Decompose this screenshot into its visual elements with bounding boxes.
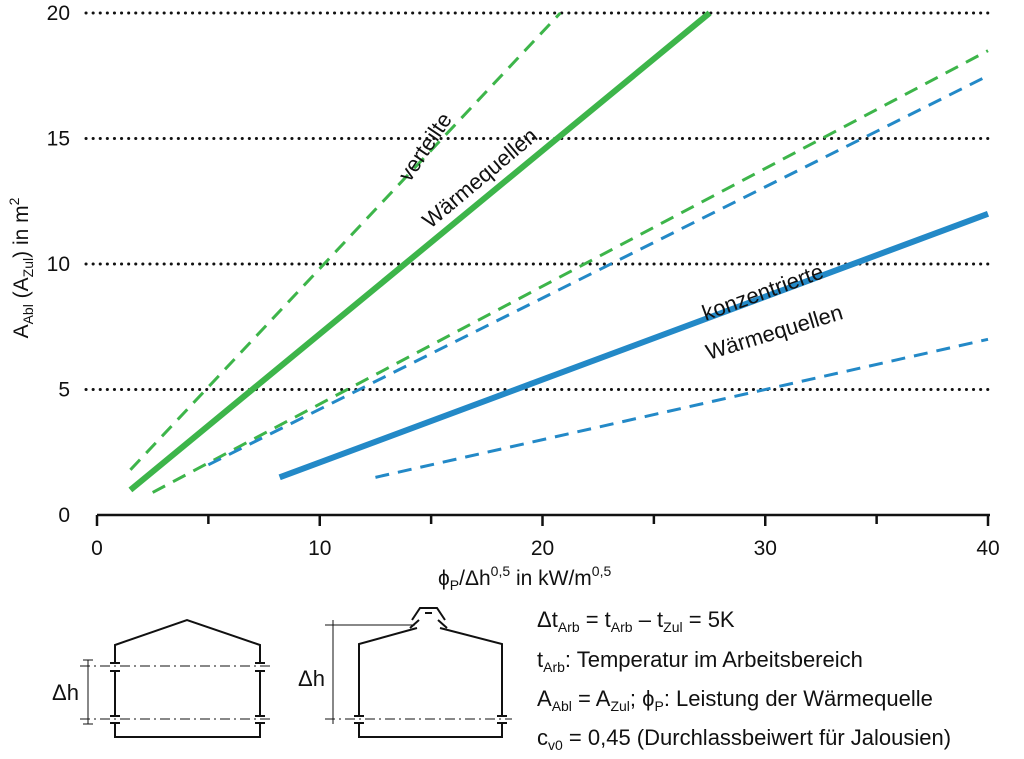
annotations: verteilteWärmequellenkonzentrierteWärmeq… <box>393 108 846 365</box>
sketch-right-dh-label: Δh <box>298 666 325 691</box>
x-tick-label: 10 <box>308 537 331 560</box>
series-line-verteilte-dashed-2 <box>151 49 989 494</box>
legend-line-1: ΔtArb = tArb – tZul = 5K <box>537 607 735 635</box>
roof-outline <box>114 618 261 663</box>
series-layer <box>128 10 990 494</box>
y-tick-label: 0 <box>58 504 70 527</box>
formula-legend: ΔtArb = tArb – tZul = 5K tArb: Temperatu… <box>537 607 951 753</box>
series-line-konzentrierte-dashed-4 <box>207 74 989 467</box>
series-line-verteilte-solid-0 <box>128 10 712 493</box>
roof-vent <box>411 607 446 621</box>
y-tick-label: 15 <box>47 128 70 151</box>
gridlines <box>84 11 990 391</box>
floor-outline-right <box>358 723 503 738</box>
wall-outline <box>114 723 261 738</box>
series-line-konzentrierte-solid-3 <box>278 210 990 481</box>
y-tick-label: 10 <box>47 253 70 276</box>
roof-outline-right <box>358 627 418 716</box>
legend-line-3: AAbl = AZul; ϕP: Leistung der Wärmequell… <box>537 686 933 714</box>
x-axis-title: ϕP/Δh0,5 in kW/m0,5 <box>438 563 611 593</box>
sketch-left-dh-label: Δh <box>52 680 79 705</box>
annotation-label: verteilte <box>393 108 457 186</box>
vent-right-flap <box>437 619 448 629</box>
roof-outline-right-2 <box>439 627 503 716</box>
y-tick-label: 20 <box>47 2 70 25</box>
legend-line-4: cv0 = 0,45 (Durchlassbeiwert für Jalousi… <box>537 725 951 753</box>
building-sketch-roof-vent <box>325 607 512 738</box>
series-line-konzentrierte-dashed-5 <box>375 337 989 479</box>
vent-left-flap <box>409 619 420 629</box>
legend-line-2: tArb: Temperatur im Arbeitsbereich <box>537 647 863 675</box>
x-tick-label: 0 <box>91 537 103 560</box>
y-axis-title: AAbl (AZul) in m2 <box>6 197 36 338</box>
x-tick-label: 30 <box>754 537 777 560</box>
series-line-verteilte-dashed-1 <box>129 11 562 471</box>
x-tick-label: 40 <box>976 537 999 560</box>
x-tick-label: 20 <box>531 537 554 560</box>
y-tick-label: 5 <box>58 379 70 402</box>
building-sketch-flat <box>80 618 270 738</box>
axis-ticks: 0 5 10 15 20 0 10 20 30 40 <box>47 2 1000 560</box>
